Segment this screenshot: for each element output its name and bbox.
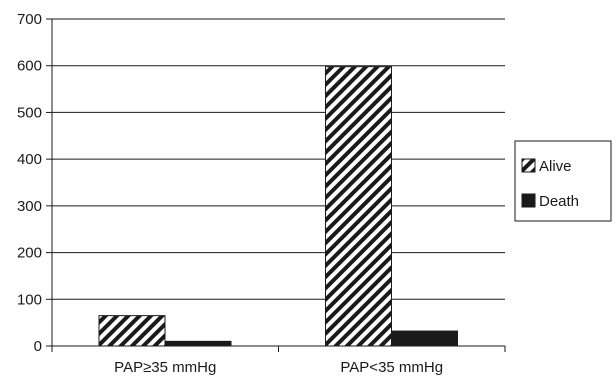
legend: Alive Death	[514, 140, 612, 222]
bar-alive-1	[98, 315, 166, 347]
legend-swatch-alive	[521, 158, 536, 173]
legend-label-death: Death	[539, 193, 579, 210]
y-tick-label: 100	[17, 291, 42, 308]
bar-death-2	[391, 330, 458, 347]
y-tick-label: 200	[17, 245, 42, 262]
x-category-label: PAP≥35 mmHg	[114, 359, 216, 376]
y-tick-label: 300	[17, 198, 42, 215]
y-tick-label: 0	[34, 338, 42, 355]
y-tick-label: 400	[17, 151, 42, 168]
legend-swatch-death	[521, 193, 536, 208]
gridlines	[52, 18, 505, 300]
legend-box	[514, 140, 612, 222]
x-category-label: PAP<35 mmHg	[340, 359, 443, 376]
bar-alive-2	[325, 66, 392, 347]
axes: 0 100 200 300 400 500 600 700 PAP≥35 mmHg PAP<35 …	[17, 11, 506, 376]
y-tick-label: 500	[17, 104, 42, 121]
bar-death-1	[164, 340, 232, 347]
legend-label-alive: Alive	[539, 158, 572, 175]
y-tick-label: 700	[17, 11, 42, 28]
y-tick-label: 600	[17, 58, 42, 75]
